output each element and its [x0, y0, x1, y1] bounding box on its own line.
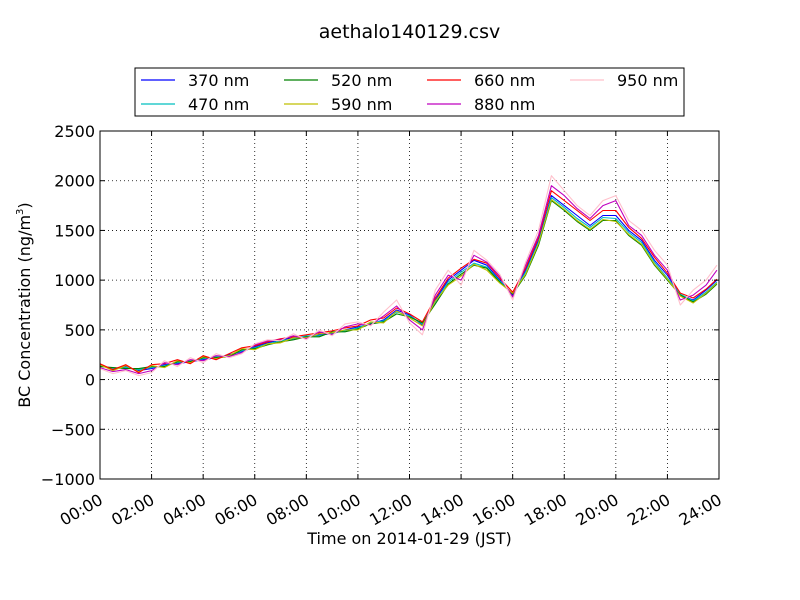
y-tick-label: 0	[85, 371, 95, 390]
legend-label: 950 nm	[617, 71, 678, 90]
x-tick-label: 24:00	[676, 490, 725, 530]
legend: 370 nm 470 nm 520 nm 590 nm 660 nm 880 nm 950 …	[134, 67, 685, 117]
legend-label: 880 nm	[474, 95, 535, 114]
chart-title: aethalo140129.csv	[319, 21, 501, 43]
series-lines	[99, 175, 718, 377]
legend-label: 590 nm	[331, 95, 392, 114]
x-tick-label: 06:00	[211, 490, 260, 530]
y-axis-title-close: )	[15, 202, 34, 208]
series-line	[99, 190, 718, 374]
x-axis-title: Time on 2014-01-29 (JST)	[306, 529, 511, 548]
x-tick-label: 00:00	[57, 490, 106, 530]
y-tick-label: 2000	[54, 172, 95, 191]
x-tick-label: 18:00	[521, 490, 570, 530]
x-tick-label: 04:00	[160, 490, 209, 530]
series-line	[99, 175, 718, 377]
x-tick-label: 12:00	[366, 490, 415, 530]
grid	[100, 131, 719, 479]
y-tick-label: −500	[51, 420, 95, 439]
x-tick-label: 22:00	[624, 490, 673, 530]
x-tick-label: 08:00	[263, 490, 312, 530]
y-axis-title-superscript: 3	[15, 209, 26, 215]
y-tick-label: 1500	[54, 221, 95, 240]
legend-box	[134, 67, 685, 117]
legend-label: 660 nm	[474, 71, 535, 90]
y-tick-label: −1000	[41, 470, 95, 489]
y-axis-title-main: BC Concentration (ng/m	[15, 215, 34, 408]
x-tick-label: 16:00	[469, 490, 518, 530]
x-tick-label: 14:00	[418, 490, 467, 530]
x-tick-label: 20:00	[572, 490, 621, 530]
y-axis-title: BC Concentration (ng/m3)	[15, 202, 34, 407]
series-line	[99, 185, 718, 375]
legend-label: 470 nm	[188, 95, 249, 114]
y-tick-label: 2500	[54, 122, 95, 141]
series-line	[99, 197, 718, 371]
series-line	[99, 199, 718, 373]
series-line	[99, 200, 718, 370]
x-tick-label: 10:00	[314, 490, 363, 530]
series-line	[99, 195, 718, 372]
x-tick-label: 02:00	[108, 490, 157, 530]
legend-label: 370 nm	[188, 71, 249, 90]
y-tick-label: 500	[64, 321, 95, 340]
y-tick-label: 1000	[54, 271, 95, 290]
legend-label: 520 nm	[331, 71, 392, 90]
